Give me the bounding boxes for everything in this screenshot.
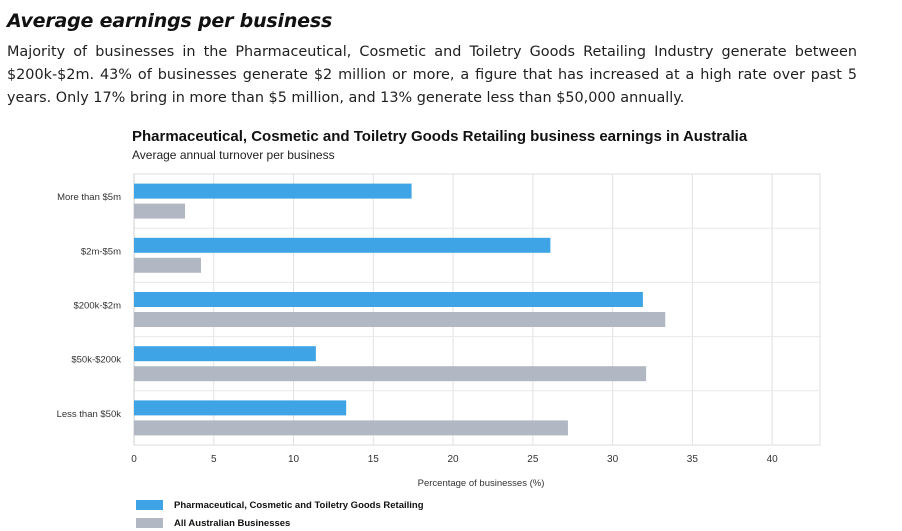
bar-all-businesses [134, 312, 666, 327]
bar-pharmacy [134, 346, 316, 362]
x-tick-label: 20 [448, 454, 460, 465]
x-tick-label: 25 [527, 454, 539, 465]
legend-swatch-pharmacy [136, 500, 163, 510]
bar-all-businesses [134, 203, 186, 219]
category-label: $50k-$200k [71, 355, 121, 366]
bar-pharmacy [134, 292, 643, 307]
category-labels: More than $5m $2m-$5m $200k-$2m $50k-$200k L… [57, 192, 122, 420]
category-label: $2m-$5m [81, 246, 121, 257]
category-label: Less than $50k [57, 409, 122, 420]
bar-pharmacy [134, 400, 347, 416]
legend-swatch-all-businesses [136, 518, 163, 528]
bar-pharmacy [134, 237, 551, 253]
x-axis-label: Percentage of businesses (%) [418, 478, 545, 489]
x-tick-label: 30 [607, 454, 619, 465]
x-tick-label: 0 [131, 454, 137, 465]
x-tick-label: 35 [687, 454, 699, 465]
legend-item-all-businesses: All Australian Businesses [136, 516, 290, 530]
x-tick-label: 40 [767, 454, 779, 465]
category-label: $200k-$2m [73, 301, 121, 312]
bar-all-businesses [134, 420, 568, 436]
category-label: More than $5m [57, 192, 121, 203]
bar-all-businesses [134, 366, 647, 382]
x-tick-label: 15 [368, 454, 380, 465]
chart-bars [134, 183, 666, 436]
bar-pharmacy [134, 183, 412, 199]
x-tick-labels: 0 5 10 15 20 25 30 35 40 [131, 454, 778, 465]
chart-subtitle: Average annual turnover per business [132, 148, 335, 162]
legend-label-pharmacy: Pharmaceutical, Cosmetic and Toiletry Go… [174, 499, 424, 511]
section-heading: Average earnings per business [7, 10, 333, 32]
chart-grid [133, 173, 821, 446]
x-tick-label: 10 [288, 454, 300, 465]
x-tick-label: 5 [211, 454, 217, 465]
chart-title: Pharmaceutical, Cosmetic and Toiletry Go… [132, 128, 748, 145]
summary-paragraph: Majority of businesses in the Pharmaceut… [7, 44, 857, 106]
legend-item-pharmacy: Pharmaceutical, Cosmetic and Toiletry Go… [136, 498, 424, 512]
legend-label-all-businesses: All Australian Businesses [174, 517, 291, 529]
bar-all-businesses [134, 257, 202, 273]
